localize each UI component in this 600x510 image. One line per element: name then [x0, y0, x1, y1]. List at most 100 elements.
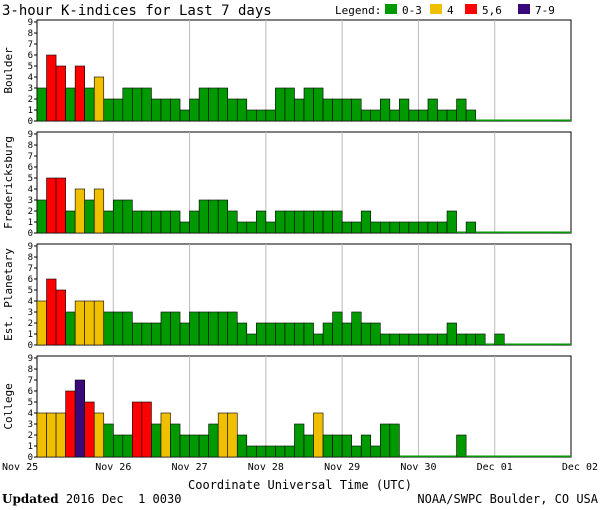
legend-entry-label: 4 [447, 4, 454, 17]
y-tick-label: 7 [28, 40, 33, 50]
k-bar [246, 109, 257, 122]
x-tick-label: Nov 26 [95, 462, 131, 473]
k-bar [103, 210, 114, 234]
k-bar [399, 221, 410, 234]
k-bar [208, 87, 219, 122]
k-bar [275, 87, 286, 122]
k-bar [494, 119, 505, 121]
y-tick-label: 3 [28, 84, 33, 94]
k-bar [427, 221, 438, 234]
y-tick-label: 1 [28, 330, 33, 340]
k-bar [427, 333, 438, 346]
k-bar [284, 210, 295, 234]
k-bar [313, 333, 324, 346]
k-bar [294, 98, 305, 122]
k-bar [246, 445, 257, 458]
y-tick-label: 8 [28, 365, 33, 375]
k-bar [418, 221, 429, 234]
k-bar [485, 455, 495, 457]
y-tick-label: 0 [28, 117, 33, 127]
k-bar [551, 455, 562, 457]
y-tick-label: 9 [28, 18, 33, 28]
y-tick-label: 6 [28, 275, 33, 285]
k-bar [236, 434, 248, 458]
k-bar [208, 311, 219, 346]
chart-title: 3-hour K-indices for Last 7 days [2, 3, 272, 19]
k-bar [208, 199, 219, 234]
k-bar [475, 231, 486, 233]
y-tick-label: 0 [28, 453, 33, 463]
k-bar [523, 343, 533, 345]
x-tick-label: Nov 28 [248, 462, 284, 473]
k-bar [36, 87, 47, 122]
k-bar [122, 87, 133, 122]
footer-updated: Updated 2016 Dec 1 0030 [2, 492, 181, 506]
k-bar [551, 231, 562, 233]
k-bar [456, 98, 467, 122]
k-bar [561, 231, 571, 233]
x-tick-labels: Nov 25 Nov 26 Nov 27 Nov 28 Nov 29 Nov 30 Dec … [2, 462, 598, 473]
k-bar [523, 231, 533, 233]
k-bar [360, 322, 372, 346]
k-bar [246, 221, 257, 234]
k-bar [170, 210, 181, 234]
k-bar [284, 87, 295, 122]
y-tick-label: 1 [28, 442, 33, 452]
k-bar [275, 210, 286, 234]
k-bar [217, 311, 229, 346]
k-bar [551, 119, 562, 121]
legend-entry-label: 0-3 [402, 4, 422, 17]
legend-swatch [385, 4, 397, 14]
k-bar [427, 455, 438, 457]
k-bar [151, 210, 162, 234]
k-bar [303, 434, 314, 458]
k-bar [389, 109, 400, 122]
y-tick-label: 7 [28, 152, 33, 162]
y-tick-label: 3 [28, 420, 33, 430]
k-bar [170, 311, 181, 346]
k-bar [341, 221, 352, 234]
x-tick-label: Nov 30 [400, 462, 436, 473]
k-bar [141, 210, 152, 234]
y-tick-label: 6 [28, 387, 33, 397]
k-bar [265, 445, 276, 458]
k-bar [418, 455, 428, 457]
k-bar [513, 343, 524, 345]
k-bar [379, 98, 391, 122]
footer-updated-time: 2016 Dec 1 0030 [59, 492, 182, 506]
k-bar [265, 322, 276, 346]
k-bar [437, 109, 448, 122]
k-bar [265, 221, 276, 234]
k-bar [332, 210, 343, 234]
k-bar [36, 300, 47, 346]
k-bar [485, 343, 495, 345]
k-bar [132, 87, 143, 122]
k-bar [303, 322, 314, 346]
legend-entry-label: 7-9 [535, 4, 555, 17]
k-bar [46, 177, 57, 234]
k-bar [160, 98, 171, 122]
k-bar [561, 119, 571, 121]
k-bar [446, 109, 457, 122]
footer-credit: NOAA/SWPC Boulder, CO USA [417, 492, 598, 506]
k-bar [170, 423, 181, 458]
k-bar [294, 423, 305, 458]
panel-station-label: Boulder [2, 47, 15, 94]
y-tick-label: 7 [28, 264, 33, 274]
k-bar [379, 221, 391, 234]
x-tick-label: Dec 02 [562, 462, 598, 473]
k-bar [513, 231, 524, 233]
k-bar [341, 434, 352, 458]
k-bar [494, 333, 505, 346]
k-bar [351, 445, 362, 458]
legend-swatch [518, 4, 530, 14]
y-tick-label: 4 [28, 297, 33, 307]
k-bar [132, 401, 143, 458]
k-bar [198, 199, 209, 234]
k-bar [494, 455, 505, 457]
k-bar [523, 119, 533, 121]
y-tick-label: 2 [28, 431, 33, 441]
k-bar [189, 210, 200, 234]
